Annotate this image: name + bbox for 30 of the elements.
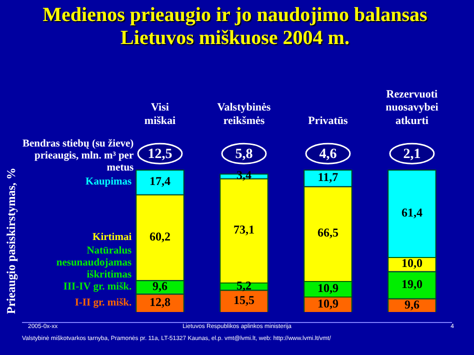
- data-label: 11,7: [318, 170, 338, 184]
- text: 12,5: [148, 147, 172, 162]
- chart-title: Medienos prieaugio ir jo naudojimo balansas Lietuvos miškuose 2004 m.: [42, 4, 428, 50]
- text: Prieaugio pasiskirstymas, %: [4, 168, 18, 314]
- x-tick-label: Valstybinės reikšmės: [217, 102, 272, 127]
- data-label: 60,2: [149, 229, 170, 244]
- series-label: Kirtimai: [92, 232, 132, 243]
- data-label: 19,0: [401, 276, 422, 291]
- x-tick-label: Rezervuoti nuosavybei atkurti: [386, 88, 438, 127]
- text: 2,1: [403, 147, 421, 162]
- data-label: 10,9: [317, 296, 338, 310]
- data-label: 17,4: [149, 174, 170, 188]
- x-tick-label: Visi miškai: [144, 102, 176, 127]
- text: 5,8: [235, 147, 253, 162]
- series-label: III-IV gr. mišk.: [63, 282, 132, 293]
- data-label: 10,9: [317, 280, 338, 295]
- data-label: 12,8: [149, 294, 170, 309]
- data-label: 10,0: [401, 256, 422, 270]
- data-label: 61,4: [401, 205, 422, 220]
- series-label: I-II gr. mišk.: [74, 298, 132, 309]
- annotation: Natūralus nesunaudojamas iškritimas: [56, 246, 132, 281]
- text: 4,6: [319, 147, 337, 162]
- data-label: 9,6: [152, 279, 168, 294]
- data-label: 66,5: [317, 226, 338, 240]
- annotation: Bendras stiebų (su žieve) prieaugis, mln. m³ per metus: [22, 138, 134, 174]
- x-tick-label: Privatūs: [308, 114, 349, 127]
- series-label: Kaupimas: [86, 176, 132, 188]
- data-label: 9,6: [404, 297, 420, 312]
- data-label: 73,1: [233, 222, 254, 237]
- data-label: 15,5: [233, 293, 254, 308]
